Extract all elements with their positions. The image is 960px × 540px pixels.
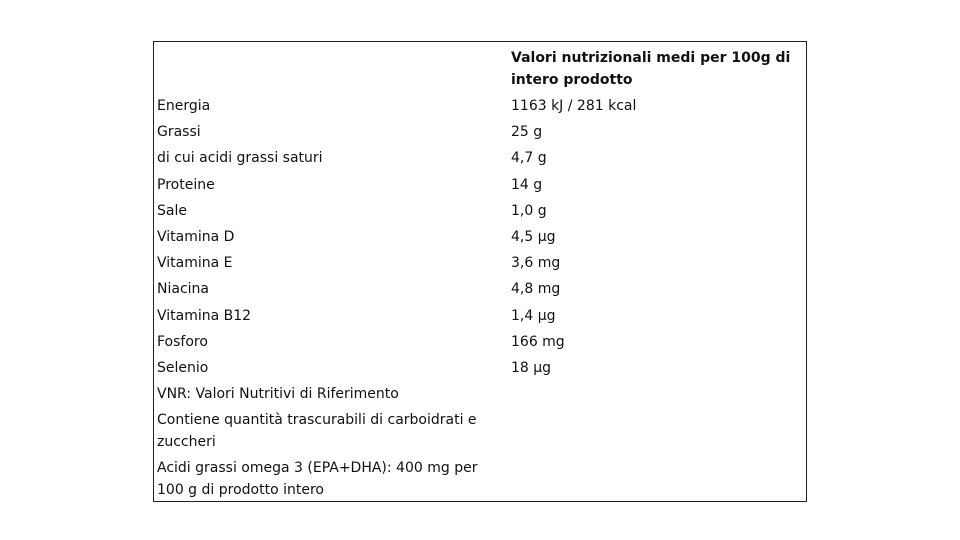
nutrient-name: Energia bbox=[157, 98, 211, 114]
note-row: Acidi grassi omega 3 (EPA+DHA): 400 mg p… bbox=[154, 455, 806, 503]
table-row: Proteine 14 g bbox=[154, 172, 806, 198]
nutrient-value: 18 µg bbox=[511, 359, 552, 376]
nutrient-name: Niacina bbox=[157, 281, 209, 298]
table-row: Grassi 25 g bbox=[154, 119, 806, 145]
nutrient-name: Vitamina B12 bbox=[157, 307, 252, 324]
nutrient-value: 1163 kJ / 281 kcal bbox=[511, 98, 637, 114]
table-row: Fosforo 166 mg bbox=[154, 329, 806, 355]
nutrient-name: Selenio bbox=[157, 359, 209, 376]
note-text: VNR: Valori Nutritivi di Riferimento bbox=[157, 386, 399, 403]
nutrient-name: Grassi bbox=[157, 124, 201, 141]
nutrient-name: Sale bbox=[157, 202, 187, 219]
note-text: Acidi grassi omega 3 (EPA+DHA): 400 mg p… bbox=[157, 460, 478, 498]
nutrient-value: 4,8 mg bbox=[511, 281, 561, 298]
nutrient-name: Proteine bbox=[157, 176, 215, 193]
nutrient-value: 4,5 µg bbox=[511, 228, 556, 245]
nutrient-name: di cui acidi grassi saturi bbox=[157, 150, 323, 167]
table-row: di cui acidi grassi saturi 4,7 g bbox=[154, 145, 806, 171]
header-row: Valori nutrizionali medi per 100g di int… bbox=[154, 42, 806, 93]
nutrient-name: Vitamina E bbox=[157, 255, 233, 272]
nutrient-value: 166 mg bbox=[511, 333, 565, 350]
table-row: Vitamina D 4,5 µg bbox=[154, 224, 806, 250]
note-row: Contiene quantità trascurabili di carboi… bbox=[154, 407, 806, 455]
column-title: Valori nutrizionali medi per 100g di int… bbox=[511, 50, 791, 88]
note-text: Contiene quantità trascurabili di carboi… bbox=[157, 412, 477, 450]
header-cell bbox=[154, 47, 510, 93]
table-row: Selenio 18 µg bbox=[154, 355, 806, 381]
table-row: Vitamina B12 1,4 µg bbox=[154, 303, 806, 329]
table-row: Niacina 4,8 mg bbox=[154, 276, 806, 302]
nutrient-value: 25 g bbox=[511, 124, 543, 141]
note-row: VNR: Valori Nutritivi di Riferimento bbox=[154, 381, 806, 407]
table-row: Energia 1163 kJ / 281 kcal bbox=[154, 93, 806, 119]
nutrient-name: Vitamina D bbox=[157, 228, 235, 245]
nutrient-value: 4,7 g bbox=[511, 150, 547, 167]
nutrient-value: 14 g bbox=[511, 176, 543, 193]
nutrition-table: Valori nutrizionali medi per 100g di int… bbox=[153, 41, 807, 502]
nutrient-name: Fosforo bbox=[157, 333, 208, 350]
nutrient-value: 3,6 mg bbox=[511, 255, 561, 272]
nutrient-value: 1,0 g bbox=[511, 202, 547, 219]
nutrient-value: 1,4 µg bbox=[511, 307, 556, 324]
table-row: Vitamina E 3,6 mg bbox=[154, 250, 806, 276]
table-row: Sale 1,0 g bbox=[154, 198, 806, 224]
